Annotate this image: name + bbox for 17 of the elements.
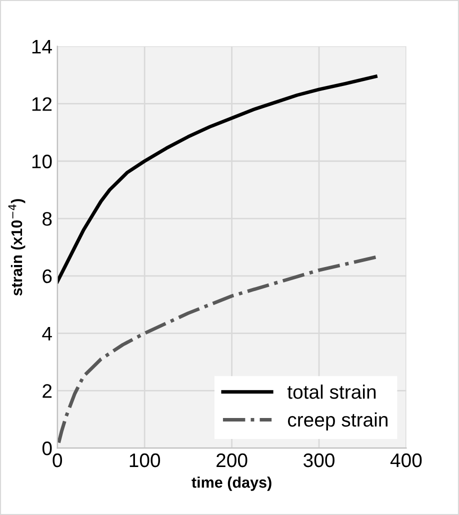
x-tick-label: 0 [52,453,62,468]
legend-label: total strain [287,384,376,399]
y-tick-label: 8 [42,212,52,226]
y-tick-label: 10 [32,154,52,168]
y-axis-title: strain (x10$^{−4}$) [8,199,26,296]
x-tick-label: 400 [390,453,422,468]
y-tick-label: 2 [42,384,52,398]
x-tick-label: 300 [304,453,334,468]
legend-label: creep strain [288,412,388,431]
y-tick-label: 4 [42,326,52,340]
x-axis-title: time (days) [192,476,272,491]
y-tick-label: 14 [32,40,52,54]
y-tick-label: 12 [32,97,52,111]
x-tick-label: 100 [130,453,160,468]
x-tick-label: 200 [216,453,248,468]
y-tick-label: 0 [42,442,52,456]
y-tick-label: 6 [42,269,52,284]
